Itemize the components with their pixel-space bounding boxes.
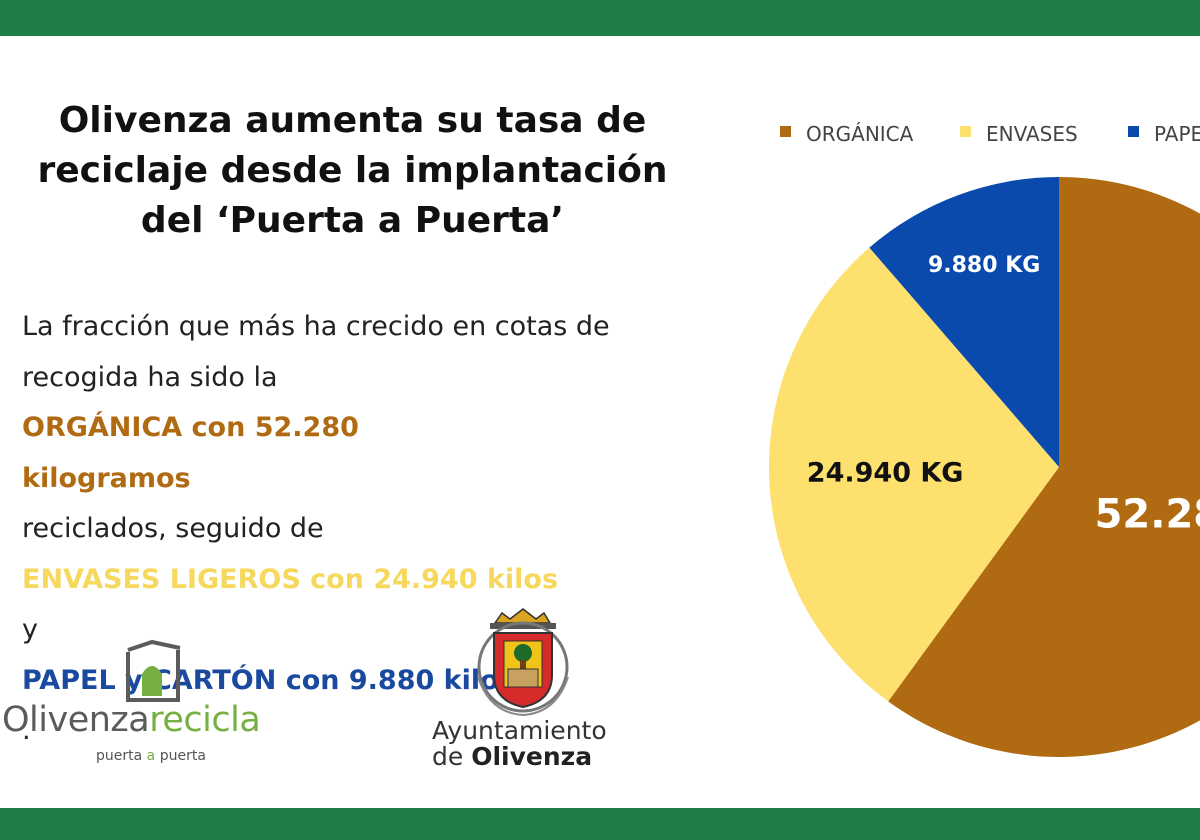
organica-highlight-b: kilogramos xyxy=(22,462,191,494)
legend-label-papel: PAPEL xyxy=(1154,122,1200,146)
recycling-pie-chart: 52.280 KG 24.940 KG 9.880 KG ORGÁNICA ENVAS… xyxy=(769,122,1200,757)
legend-label-orgánica: ORGÁNICA xyxy=(806,122,914,146)
slice-label-envases: 24.940 KG xyxy=(807,458,964,489)
legend-label-envases: ENVASES xyxy=(986,122,1078,146)
olivenza-recicla-tagline: puerta a puerta xyxy=(96,748,206,764)
olivenza-recicla-logo xyxy=(126,639,181,702)
summary-line-5: PAPEL y CARTÓN con 9.880 kilos. xyxy=(22,656,722,757)
summary-line-4: ENVASES LIGEROS con 24.940 kilos y xyxy=(22,555,722,656)
pie-slice-envases xyxy=(769,247,1059,702)
tagline-part-2: a xyxy=(146,748,156,764)
summary-line-2-text: recogida ha sido la xyxy=(22,361,278,393)
slice-label-orgánica: 52.280 KG xyxy=(1095,491,1200,537)
title-line-2: reciclaje desde la implantación xyxy=(37,150,668,191)
papel-highlight: PAPEL y CARTÓN con 9.880 kilos xyxy=(22,664,515,696)
title-line-1: Olivenza aumenta su tasa de xyxy=(58,100,647,141)
coat-of-arms-icon xyxy=(477,608,569,717)
summary-paragraph: La fracción que más ha crecido en cotas … xyxy=(22,302,722,757)
summary-line-5-text: . xyxy=(22,715,31,746)
summary-line-3: kilogramos reciclados, seguido de xyxy=(22,454,722,555)
page-title: Olivenza aumenta su tasa de reciclaje de… xyxy=(0,96,705,246)
ayuntamiento-name: de Olivenza xyxy=(432,742,592,771)
ayuntamiento-name-prefix: de xyxy=(432,742,472,771)
bottom-green-band xyxy=(0,808,1200,840)
ayuntamiento-name-bold: Olivenza xyxy=(471,742,593,771)
ayuntamiento-label: Ayuntamiento xyxy=(432,716,607,745)
wordmark-olivenza: Olivenza xyxy=(2,700,150,740)
legend-swatch-papel xyxy=(1128,126,1139,137)
tagline-part-1: puerta xyxy=(96,748,147,764)
summary-line-4-text: y xyxy=(22,614,38,645)
pie-slice-labels: 52.280 KG 24.940 KG 9.880 KG xyxy=(807,253,1200,538)
title-line-3: del ‘Puerta a Puerta’ xyxy=(140,200,565,241)
pie-slices xyxy=(769,177,1200,757)
wordmark-recicla: recicla xyxy=(149,700,261,740)
summary-line-3-text: reciclados, seguido de xyxy=(22,513,324,544)
legend-swatch-envases xyxy=(960,126,971,137)
legend-swatch-orgánica xyxy=(780,126,791,137)
olivenza-recicla-wordmark: Olivenzarecicla xyxy=(2,700,261,740)
top-green-band xyxy=(0,0,1200,36)
ayuntamiento-coat-of-arms xyxy=(477,608,569,717)
pie-slice-papel xyxy=(869,177,1059,467)
slice-label-papel: 9.880 KG xyxy=(928,253,1040,278)
summary-line-1: La fracción que más ha crecido en cotas … xyxy=(22,311,610,342)
chart-legend: ORGÁNICA ENVASES PAPEL xyxy=(780,122,1200,146)
summary-line-2: recogida ha sido la ORGÁNICA con 52.280 xyxy=(22,353,722,454)
pie-slice-orgánica xyxy=(888,177,1200,757)
organica-highlight-a: ORGÁNICA con 52.280 xyxy=(22,412,359,443)
tagline-part-3: puerta xyxy=(155,748,206,764)
envases-highlight: ENVASES LIGEROS con 24.940 kilos xyxy=(22,563,559,595)
house-recycle-icon xyxy=(126,639,181,702)
